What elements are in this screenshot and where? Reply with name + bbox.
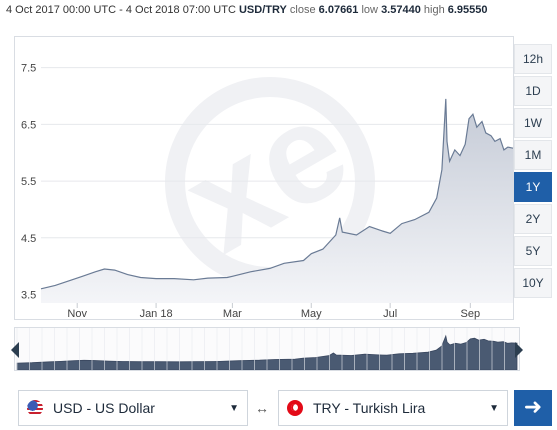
from-currency-label: USD - US Dollar (53, 400, 155, 416)
chevron-down-icon: ▼ (489, 402, 499, 414)
convert-button[interactable]: ➜ (514, 390, 552, 426)
chart-plot-area[interactable]: xe 3.54.55.56.57.5 Nov Jan 18 Mar May Jul Sep (15, 37, 515, 321)
series-area (41, 98, 513, 304)
chart-header: 4 Oct 2017 00:00 UTC - 4 Oct 2018 07:00 … (6, 4, 554, 20)
y-tick-label: 6.5 (21, 119, 36, 131)
y-tick-label: 7.5 (21, 63, 36, 75)
low-label: low (361, 4, 378, 16)
low-value: 3.57440 (381, 4, 421, 16)
high-label: high (423, 4, 445, 16)
range-button-1y[interactable]: 1Y (514, 172, 552, 202)
to-currency-select[interactable]: TRY - Turkish Lira ▼ (278, 390, 508, 426)
range-button-12h[interactable]: 12h (514, 44, 552, 74)
close-label: close (289, 4, 316, 16)
range-button-1m[interactable]: 1M (514, 140, 552, 170)
range-button-1d[interactable]: 1D (514, 76, 552, 106)
swap-currencies-icon[interactable]: ↔ (255, 400, 269, 416)
series-line (40, 98, 514, 290)
y-tick-label: 4.5 (21, 233, 36, 245)
x-tick-label: Jan 18 (140, 308, 173, 320)
x-tick-label: May (301, 308, 322, 320)
navigator-preview (16, 328, 518, 371)
range-button-group: 12h 1D 1W 1M 1Y 2Y 5Y 10Y (514, 44, 552, 300)
tr-flag-icon (287, 400, 303, 416)
date-range-text: 4 Oct 2017 00:00 UTC - 4 Oct 2018 07:00 … (6, 4, 236, 16)
range-button-5y[interactable]: 5Y (514, 236, 552, 266)
close-value: 6.07661 (318, 4, 359, 16)
y-tick-label: 3.5 (21, 289, 36, 301)
range-button-1w[interactable]: 1W (514, 108, 552, 138)
rate-chart[interactable]: xe 3.5 4.5 5.5 6.5 7.5 Nov Jan 18 Mar May Jul Sep (14, 36, 514, 320)
to-currency-label: TRY - Turkish Lira (313, 400, 426, 416)
chevron-down-icon: ▼ (229, 402, 239, 414)
navigator-left-handle[interactable] (11, 342, 19, 358)
x-tick-label: Mar (223, 308, 242, 320)
x-tick-label: Sep (461, 308, 481, 320)
chart-navigator[interactable] (11, 327, 523, 371)
high-value: 6.95550 (447, 4, 488, 16)
range-button-2y[interactable]: 2Y (514, 204, 552, 234)
currency-pair: USD/TRY (238, 4, 287, 16)
y-tick-label: 5.5 (21, 176, 36, 188)
x-tick-label: Nov (67, 308, 87, 320)
range-button-10y[interactable]: 10Y (514, 268, 552, 298)
navigator-right-handle[interactable] (515, 342, 523, 358)
from-currency-select[interactable]: USD - US Dollar ▼ (18, 390, 248, 426)
us-flag-icon (27, 400, 43, 416)
x-tick-label: Jul (383, 308, 397, 320)
